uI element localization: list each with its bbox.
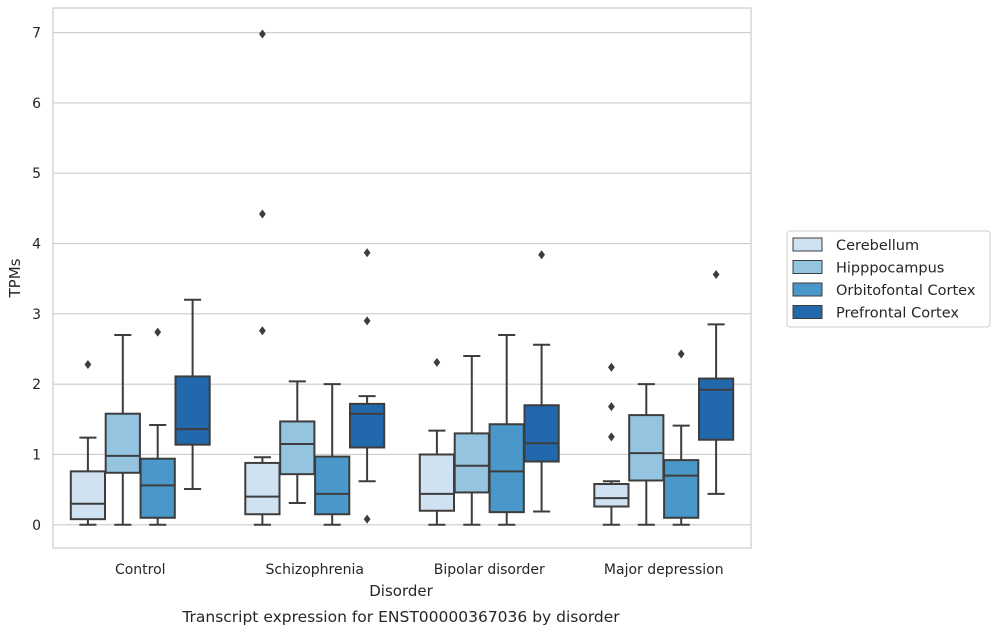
legend-item: Orbitofontal Cortex (792, 282, 976, 299)
outlier-point (433, 357, 441, 367)
plot-frame (52, 7, 752, 549)
box-2-2 (488, 333, 525, 526)
x-axis-label: Disorder (369, 582, 433, 600)
box-2-0 (418, 357, 456, 526)
box-iqr (244, 461, 281, 516)
outlier-point (363, 514, 371, 524)
outlier-point (608, 362, 615, 372)
box-iqr (523, 404, 560, 463)
outlier-point (608, 402, 615, 412)
box-iqr (663, 459, 700, 519)
box-iqr (348, 402, 386, 449)
legend-swatch (792, 260, 823, 274)
box-iqr (104, 412, 141, 474)
y-tick-labels: 0 1 2 3 4 5 6 7 (32, 26, 41, 534)
legend-label: Hipppocampus (836, 261, 944, 277)
legend-item: Cerebellum (792, 237, 919, 254)
box-iqr (314, 455, 351, 516)
legend-label: Prefrontal Cortex (836, 306, 959, 322)
outlier-point (154, 327, 162, 337)
grid-lines (53, 32, 751, 526)
outlier-point (363, 316, 371, 326)
x-tick-label: Major depression (604, 562, 724, 578)
box-iqr (418, 453, 456, 512)
outlier-point (84, 359, 92, 369)
outlier-point (608, 432, 615, 442)
chart-caption: Transcript expression for ENST0000036703… (181, 608, 620, 626)
box-0-3 (174, 298, 211, 490)
box-iqr (174, 375, 211, 446)
x-tick-labels: Control Schizophrenia Bipolar disorder Majo… (115, 562, 724, 578)
legend-swatch (792, 237, 823, 252)
legend: Cerebellum Hipppocampus Orbitofontal Corte… (786, 230, 991, 328)
box-0-0 (69, 359, 107, 526)
outlier-point (259, 209, 266, 219)
outlier-point (259, 326, 266, 336)
box-3-1 (628, 383, 665, 526)
x-tick-label: Bipolar disorder (434, 562, 545, 578)
legend-swatch (792, 282, 823, 297)
outlier-point (712, 269, 720, 279)
box-2-1 (453, 355, 490, 526)
outlier-point (677, 349, 685, 359)
boxes (69, 29, 735, 526)
x-tick-label: Schizophrenia (266, 562, 364, 578)
box-1-1 (279, 380, 316, 504)
y-tick-label: 6 (32, 96, 41, 112)
box-3-0 (593, 362, 630, 526)
box-iqr (697, 377, 735, 441)
outlier-point (538, 250, 545, 260)
legend-swatch (792, 305, 823, 319)
box-iqr (593, 483, 630, 508)
box-3-2 (663, 349, 700, 526)
outlier-point (363, 248, 371, 258)
box-1-0 (244, 29, 281, 526)
box-2-3 (523, 250, 560, 513)
box-iqr (488, 423, 525, 514)
box-iqr (279, 420, 316, 476)
y-tick-label: 7 (32, 26, 41, 42)
y-tick-label: 1 (32, 447, 41, 463)
box-1-2 (314, 383, 351, 526)
x-tick-label: Control (115, 562, 166, 578)
y-tick-label: 5 (32, 166, 41, 182)
y-tick-label: 4 (32, 237, 41, 253)
box-0-2 (139, 327, 176, 526)
y-tick-label: 3 (32, 307, 41, 323)
outlier-point (259, 29, 266, 39)
y-axis-label: TPMs (6, 258, 24, 298)
box-iqr (453, 432, 490, 494)
legend-item: Hipppocampus (792, 260, 944, 277)
box-iqr (139, 457, 176, 519)
box-3-3 (697, 269, 735, 495)
legend-label: Orbitofontal Cortex (836, 283, 976, 299)
box-iqr (69, 470, 107, 521)
box-0-1 (104, 333, 141, 526)
y-tick-label: 0 (32, 518, 41, 534)
y-tick-label: 2 (32, 377, 41, 393)
box-1-3 (348, 248, 386, 524)
legend-item: Prefrontal Cortex (792, 305, 959, 322)
legend-label: Cerebellum (836, 238, 919, 254)
box-iqr (628, 414, 665, 482)
